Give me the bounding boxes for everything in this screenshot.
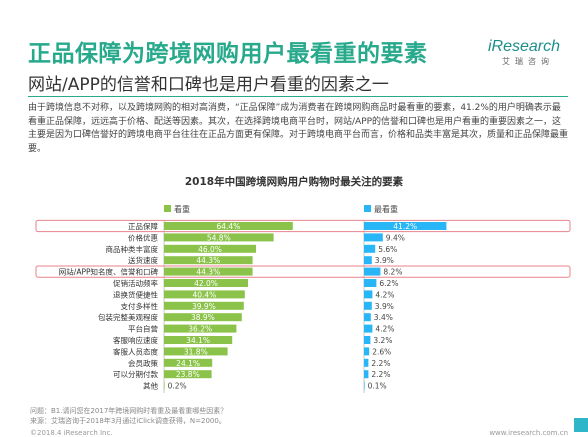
bar-look-at-label: 36.2% bbox=[188, 325, 212, 334]
highlight-box bbox=[35, 219, 571, 233]
bar-most-important bbox=[364, 256, 372, 265]
legend-label-right: 最看重 bbox=[374, 204, 398, 214]
page-subtitle: 网站/APP的信誉和口碑也是用户看重的因素之一 bbox=[28, 75, 389, 95]
bar-look-at bbox=[164, 336, 233, 344]
bar-look-at-label: 39.9% bbox=[192, 302, 216, 311]
bar-look-at bbox=[164, 347, 228, 356]
bar-most-important-label: 3.4% bbox=[374, 313, 393, 322]
category-label: 促销活动频率 bbox=[113, 278, 158, 288]
bar-most-important bbox=[364, 267, 381, 276]
category-label: 价格优惠 bbox=[128, 232, 158, 242]
category-label: 其他 bbox=[143, 381, 158, 391]
logo-subtext: 艾瑞咨询 bbox=[502, 57, 554, 66]
bar-most-important-label: 2.2% bbox=[371, 359, 390, 368]
bar-most-important-label: 5.6% bbox=[378, 245, 397, 254]
bar-look-at bbox=[164, 256, 253, 265]
bar-look-at-label: 54.8% bbox=[207, 233, 231, 242]
bar-most-important-label: 4.2% bbox=[375, 325, 394, 334]
bar-look-at-label: 64.4% bbox=[216, 222, 240, 231]
page-corner-tab bbox=[574, 418, 588, 432]
bar-most-important-label: 3.9% bbox=[375, 256, 394, 265]
description-text: 由于跨境信息不对称，以及跨境网购的相对高消费，“正品保障”成为消费者在跨境网购商… bbox=[28, 103, 569, 154]
category-label: 退换货便捷性 bbox=[113, 289, 158, 299]
bar-look-at-label: 44.3% bbox=[196, 268, 220, 277]
category-label: 包装完整美观程度 bbox=[98, 312, 158, 322]
bar-most-important-label: 9.4% bbox=[386, 233, 405, 242]
category-label: 会员政策 bbox=[128, 358, 158, 368]
page-title: 正品保障为跨境网购用户最看重的要素 bbox=[28, 41, 428, 67]
category-label: 送货速度 bbox=[128, 255, 158, 265]
bar-most-important-label: 2.6% bbox=[372, 347, 391, 356]
bar-most-important bbox=[364, 347, 370, 356]
bar-look-at bbox=[164, 222, 293, 230]
bar-most-important bbox=[364, 279, 377, 287]
bar-look-at bbox=[164, 244, 256, 253]
bar-look-at-label: 44.3% bbox=[196, 256, 220, 265]
bar-most-important bbox=[364, 244, 376, 253]
footnote-source: 来源：艾瑞咨询于2018年3月通过iClick调查获得，N=2000。 bbox=[30, 417, 226, 425]
bar-most-important-label: 3.9% bbox=[375, 302, 394, 311]
category-label: 网站/APP知名度、信誉和口碑 bbox=[59, 267, 159, 277]
legend-label-left: 看重 bbox=[174, 204, 190, 214]
bar-look-at bbox=[164, 358, 213, 367]
bar-most-important bbox=[364, 313, 371, 322]
bar-look-at-label: 34.1% bbox=[186, 336, 210, 345]
bar-look-at bbox=[164, 370, 212, 379]
bar-most-important-label: 8.2% bbox=[383, 268, 402, 277]
bar-most-important bbox=[364, 336, 371, 344]
bar-most-important bbox=[364, 222, 447, 230]
bar-most-important bbox=[364, 233, 383, 242]
bar-most-important-label: 6.2% bbox=[379, 279, 398, 288]
bar-look-at-label: 24.1% bbox=[176, 359, 200, 368]
iresearch-logo: iResearch 艾瑞咨询 bbox=[488, 38, 570, 70]
bar-most-important bbox=[364, 358, 369, 367]
category-label: 客服人员态度 bbox=[113, 346, 158, 356]
bar-look-at-label: 23.8% bbox=[176, 370, 200, 379]
bar-look-at bbox=[164, 233, 274, 242]
category-label: 正品保障 bbox=[128, 221, 158, 231]
bar-look-at bbox=[164, 313, 242, 322]
bar-look-at bbox=[164, 301, 244, 310]
bar-chart: 看重 最看重正品保障 64.4% 41.2% 价格优惠 54.8% 9.4% 商品种类丰富度 4… bbox=[35, 204, 571, 393]
bar-most-important-label: 2.2% bbox=[371, 370, 390, 379]
bar-look-at-label: 40.4% bbox=[192, 290, 216, 299]
bar-most-important bbox=[364, 381, 365, 390]
bar-look-at bbox=[164, 324, 237, 333]
bar-most-important bbox=[364, 290, 373, 299]
chart-title: 2018年中国跨境网购用户购物时最关注的要素 bbox=[184, 176, 404, 188]
category-label: 可以分期付款 bbox=[113, 369, 158, 379]
bar-look-at-label: 38.9% bbox=[191, 313, 215, 322]
category-label: 客服响应速度 bbox=[113, 335, 158, 345]
legend-swatch-right bbox=[364, 205, 371, 212]
bar-look-at bbox=[164, 279, 248, 287]
bar-look-at-label: 31.8% bbox=[184, 347, 208, 356]
bar-most-important-label: 0.1% bbox=[368, 382, 387, 391]
footnote-question: 问题：B1.请问您在2017年跨境网购时看重及最看重哪些因素？ bbox=[30, 407, 228, 415]
category-label: 商品种类丰富度 bbox=[106, 244, 159, 254]
category-label: 平台自营 bbox=[128, 324, 158, 334]
footer-website: www.iresearch.com.cn bbox=[489, 429, 568, 437]
bar-most-important-label: 3.2% bbox=[373, 336, 392, 345]
bar-look-at-label: 46.0% bbox=[198, 245, 222, 254]
bar-most-important bbox=[364, 301, 372, 310]
bar-look-at-label: 42.0% bbox=[194, 279, 218, 288]
footer-copyright: ©2018.4 iResearch Inc. bbox=[30, 429, 113, 437]
bar-look-at bbox=[164, 267, 253, 276]
title-divider bbox=[28, 96, 568, 97]
bar-look-at bbox=[164, 290, 245, 299]
logo-text: iResearch bbox=[488, 38, 561, 55]
highlight-box bbox=[35, 265, 571, 278]
category-label: 支付多样性 bbox=[121, 301, 159, 311]
bar-most-important-label: 4.2% bbox=[375, 290, 394, 299]
bar-look-at bbox=[164, 381, 165, 390]
bar-most-important bbox=[364, 370, 369, 379]
legend-swatch-left bbox=[164, 205, 171, 212]
bar-most-important-label: 41.2% bbox=[393, 222, 417, 231]
bar-look-at-label: 0.2% bbox=[168, 382, 187, 391]
bar-most-important bbox=[364, 324, 373, 333]
